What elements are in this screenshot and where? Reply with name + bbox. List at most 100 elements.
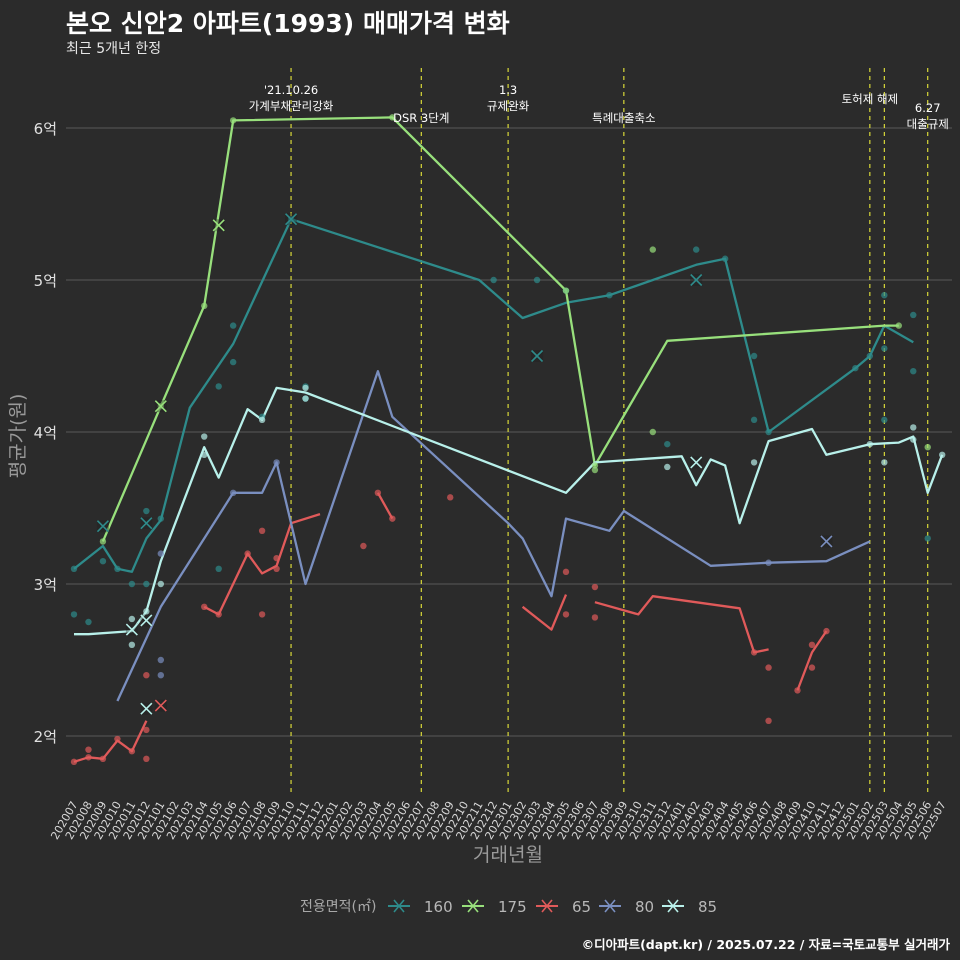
chart-subtitle: 최근 5개년 한정 [66,41,162,57]
legend-item-85[interactable]: 85 [662,898,717,916]
data-point-160 [533,276,541,284]
series-line-65 [796,630,828,691]
data-point-85 [157,580,165,588]
data-point-175 [895,322,902,329]
series-line-65 [376,492,394,520]
data-point-65 [128,748,136,755]
data-point-175 [229,117,237,124]
data-point-160 [750,352,758,360]
data-point-65 [750,649,758,656]
data-point-65 [273,554,280,562]
data-point-65 [143,726,150,734]
data-point-160 [664,440,671,448]
data-point-65 [70,758,78,766]
data-point-80 [157,656,165,664]
data-point-175 [562,287,570,294]
cancelled-marker-160 [140,517,153,530]
series-line-80 [116,370,871,702]
cancelled-marker-65 [154,699,167,712]
series-line-65 [594,595,769,654]
series-line-160 [73,218,914,573]
data-point-65 [258,611,266,618]
legend: 전용면적(㎡) 160 175 65 80 85 [300,898,717,916]
data-point-85 [302,384,309,392]
legend-label: 175 [498,898,527,916]
policy-event-lines [290,68,929,795]
legend-item-65[interactable]: 65 [536,898,591,916]
data-point-85 [910,424,917,431]
data-point-160 [765,428,772,436]
cancelled-marker-160 [284,213,298,226]
data-point-65 [591,614,599,621]
data-point-160 [852,364,859,372]
data-point-85 [258,416,266,424]
data-point-65 [201,603,208,610]
data-point-175 [591,466,599,474]
data-point-160 [881,416,888,424]
legend-label: 80 [635,898,654,916]
data-point-65 [389,515,396,522]
data-point-160 [910,311,917,319]
data-point-160 [229,358,237,366]
data-point-175 [201,302,208,310]
y-axis-title: 평균가(원) [7,394,29,479]
data-point-160 [157,515,165,522]
legend-label: 85 [698,898,717,916]
series-line-65 [73,720,148,763]
legend-item-80[interactable]: 80 [599,898,654,916]
y-tick-label: 5억 [34,272,57,290]
data-point-65 [143,672,150,679]
data-point-175 [389,114,396,121]
data-point-85 [881,459,888,466]
cancelled-marker-85 [140,614,153,627]
cancelled-marker-85 [690,456,703,469]
policy-label: 6.27 대출규제 [907,101,949,131]
data-point-85 [302,395,309,402]
cancelled-marker-175 [154,400,167,413]
data-point-85 [664,463,671,471]
grid-lines [66,127,952,737]
data-point-65 [215,611,222,618]
data-point-85 [128,615,136,623]
y-tick-label: 2억 [34,728,57,746]
data-point-85 [866,440,874,448]
data-point-65 [765,717,772,724]
data-point-85 [939,451,946,458]
data-point-160 [721,255,729,262]
series-line-175 [101,116,899,542]
data-point-80 [157,550,165,557]
data-point-85 [201,433,208,440]
cancelled-marker-85 [125,623,138,636]
cancelled-marker-85 [140,702,153,715]
policy-label: DSR 3단계 [393,111,449,125]
source-caption: ©디아파트(dapt.kr) / 2025.07.22 / 자료=국토교통부 실… [581,937,950,952]
data-point-160 [215,383,222,390]
legend-item-160[interactable]: 160 [388,898,453,916]
series-line-65 [521,594,568,631]
legend-item-175[interactable]: 175 [462,898,527,916]
y-tick-label: 3억 [34,576,57,594]
policy-label: '21.10.26 가계부채관리강화 [249,83,334,113]
data-point-65 [808,664,816,671]
policy-label: 특례대출축소 [592,111,655,125]
data-point-160 [606,292,613,299]
data-point-160 [114,565,121,572]
data-point-160 [99,558,107,565]
data-point-65 [114,735,121,743]
data-point-160 [70,611,78,618]
policy-label: 토허제 해제 [842,92,899,106]
data-point-85 [201,451,208,458]
chart-title: 본오 신안2 아파트(1993) 매매가격 변화 [66,9,510,38]
data-point-160 [881,345,888,352]
data-point-65 [562,611,570,618]
data-point-160 [70,565,78,572]
data-point-85 [128,641,136,648]
data-point-160 [143,507,150,515]
data-point-65 [765,664,772,671]
legend-title: 전용면적(㎡) [300,899,376,915]
data-point-80 [157,672,165,679]
data-point-65 [374,489,382,496]
cancelled-marker-160 [690,273,703,287]
data-point-175 [649,246,656,253]
